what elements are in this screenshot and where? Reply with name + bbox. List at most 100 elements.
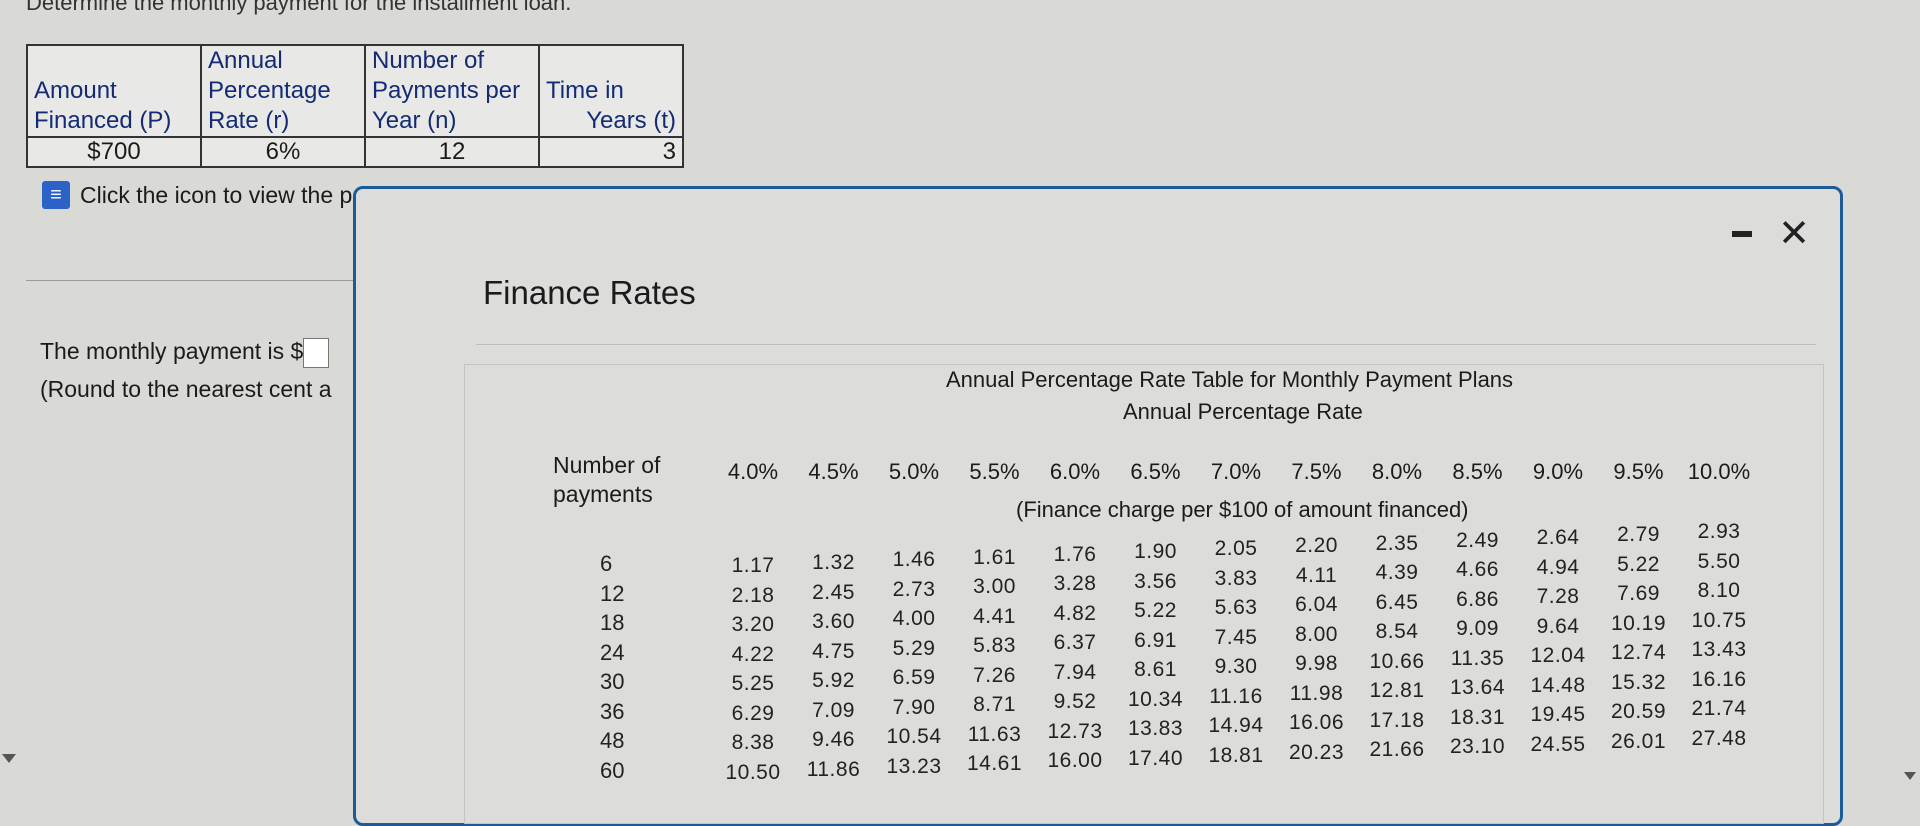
- payments-cell: 30: [600, 669, 625, 694]
- rate-column: 1.46 2.73 4.00 5.29 6.59 7.90 10.54 13.23: [879, 545, 949, 781]
- finance-charge-cell: 6.29: [731, 701, 775, 725]
- answer-input[interactable]: [303, 338, 330, 368]
- finance-charge-cell: 11.35: [1450, 646, 1505, 670]
- finance-charge-cell: 4.75: [812, 639, 855, 663]
- finance-charge-cell: 27.48: [1691, 726, 1747, 750]
- finance-charge-cell: 2.05: [1214, 537, 1258, 561]
- header-annual-rate: Annual Percentage Rate (r): [200, 44, 366, 138]
- rate-column: 2.49 4.66 6.86 9.09 11.35 13.64 18.31 23.10: [1443, 526, 1513, 762]
- table-icon[interactable]: ≡: [42, 181, 70, 209]
- popup-divider: [476, 344, 1816, 345]
- rate-header-row: 4.0% 4.5% 5.0% 5.5% 6.0% 6.5% 7.0% 7.5% 8.0% 8.5%…: [356, 459, 1856, 489]
- finance-rates-popup: ✕ Finance Rates Annual Percentage Rate T…: [353, 186, 1843, 826]
- finance-charge-cell: 6.59: [892, 666, 936, 690]
- finance-charge-cell: 2.20: [1295, 534, 1338, 558]
- finance-charge-cell: 21.66: [1369, 738, 1425, 762]
- finance-charge-cell: 16.00: [1047, 749, 1103, 773]
- finance-charge-cell: 8.10: [1697, 579, 1741, 603]
- finance-charge-cell: 5.22: [1134, 599, 1177, 622]
- finance-charge-cell: 26.01: [1610, 729, 1667, 753]
- finance-charge-cell: 20.59: [1610, 700, 1667, 724]
- finance-charge-cell: 21.74: [1691, 697, 1747, 721]
- scroll-right-arrow-icon[interactable]: [1904, 772, 1916, 780]
- rate-header-cell: 5.0%: [888, 459, 940, 484]
- rate-column: 1.32 2.45 3.60 4.75 5.92 7.09 9.46 11.86: [799, 548, 869, 784]
- finance-charge-cell: 3.28: [1053, 572, 1097, 596]
- payments-column: 6 12 18 24 30 36 48 60: [600, 549, 640, 785]
- finance-charge-cell: 4.22: [731, 642, 775, 666]
- payments-cell: 6: [600, 551, 613, 576]
- rate-column: 2.35 4.39 6.45 8.54 10.66 12.81 17.18 21.66: [1362, 529, 1432, 765]
- rate-column: 1.17 2.18 3.20 4.22 5.25 6.29 8.38 10.50: [718, 551, 788, 787]
- rate-column: 2.93 5.50 8.10 10.75 13.43 16.16 21.74 27.48: [1684, 517, 1754, 753]
- finance-charge-cell: 18.31: [1449, 705, 1506, 729]
- finance-charge-cell: 2.73: [892, 577, 936, 601]
- close-button[interactable]: ✕: [1778, 213, 1810, 255]
- finance-charge-cell: 2.18: [731, 583, 775, 607]
- finance-charge-cell: 17.18: [1369, 708, 1425, 732]
- round-note: (Round to the nearest cent a: [40, 376, 332, 402]
- finance-charge-cell: 4.11: [1295, 563, 1338, 587]
- finance-charge-cell: 11.63: [967, 722, 1022, 746]
- finance-charge-cell: 8.71: [973, 693, 1016, 717]
- answer-line: The monthly payment is $: [40, 338, 330, 368]
- finance-charge-cell: 6.04: [1295, 593, 1338, 617]
- finance-charge-cell: 13.23: [886, 754, 942, 778]
- finance-charge-cell: 9.09: [1456, 617, 1499, 641]
- finance-charge-cell: 12.74: [1610, 641, 1667, 665]
- finance-charge-cell: 5.63: [1214, 596, 1258, 620]
- finance-charge-cell: 1.17: [731, 554, 775, 577]
- finance-charge-cell: 20.23: [1288, 740, 1345, 764]
- finance-charge-cell: 4.82: [1053, 601, 1097, 625]
- rate-header-cell: 4.5%: [808, 459, 859, 484]
- header-amount-financed: Amount Financed (P): [26, 44, 202, 138]
- rate-header-cell: 9.0%: [1532, 459, 1584, 484]
- payments-cell: 24: [600, 639, 625, 665]
- rate-header-cell: 8.0%: [1371, 459, 1423, 484]
- finance-charge-cell: 7.94: [1053, 660, 1097, 684]
- question-title: Determine the monthly payment for the in…: [26, 0, 572, 15]
- rate-column: 2.79 5.22 7.69 10.19 12.74 15.32 20.59 26.01: [1604, 520, 1674, 756]
- popup-title: Finance Rates: [483, 274, 696, 311]
- finance-charge-cell: 7.90: [892, 695, 936, 719]
- finance-charge-cell: 1.32: [812, 551, 855, 575]
- value-amount-financed: $700: [26, 136, 202, 168]
- finance-charge-cell: 8.00: [1295, 622, 1338, 646]
- finance-charge-cell: 9.30: [1214, 655, 1258, 679]
- finance-charge-cell: 10.75: [1691, 608, 1747, 632]
- scroll-left-arrow-icon[interactable]: [2, 754, 16, 763]
- rate-header-cell: 6.0%: [1049, 459, 1101, 484]
- finance-charge-cell: 6.91: [1134, 628, 1177, 652]
- minimize-button[interactable]: [1732, 231, 1753, 237]
- finance-charge-cell: 10.19: [1610, 611, 1667, 635]
- finance-charge-cell: 17.40: [1127, 746, 1184, 770]
- finance-charge-cell: 13.83: [1127, 717, 1184, 740]
- payments-cell: 60: [600, 757, 625, 783]
- finance-charge-cell: 13.64: [1449, 676, 1506, 700]
- finance-charge-cell: 7.26: [973, 663, 1016, 687]
- rate-header-cell: 8.5%: [1452, 459, 1503, 484]
- finance-charge-cell: 9.64: [1536, 614, 1580, 638]
- value-annual-rate: 6%: [200, 136, 366, 168]
- finance-charge-cell: 3.20: [731, 613, 775, 636]
- finance-charge-cell: 8.61: [1134, 658, 1177, 681]
- finance-charge-cell: 16.06: [1288, 711, 1345, 735]
- finance-charge-cell: 7.45: [1214, 625, 1258, 649]
- finance-charge-cell: 5.50: [1697, 549, 1741, 573]
- finance-charge-cell: 14.61: [966, 752, 1023, 776]
- finance-charge-cell: 2.93: [1697, 520, 1741, 544]
- finance-charge-cell: 4.39: [1375, 561, 1419, 585]
- finance-charge-cell: 11.86: [806, 757, 861, 781]
- finance-charge-cell: 5.25: [731, 672, 775, 695]
- finance-charge-cell: 7.09: [812, 698, 855, 722]
- finance-charge-cell: 8.54: [1375, 620, 1419, 644]
- finance-charge-cell: 15.32: [1610, 670, 1667, 694]
- number-of-payments-header: Number of payments: [553, 452, 661, 507]
- finance-charge-cell: 5.83: [973, 634, 1016, 658]
- rate-header-cell: 7.5%: [1291, 459, 1342, 484]
- rate-column: 1.61 3.00 4.41 5.83 7.26 8.71 11.63 14.61: [960, 543, 1030, 779]
- finance-charge-cell: 12.73: [1047, 719, 1103, 743]
- payments-cell: 12: [600, 580, 625, 606]
- finance-charge-cell: 2.49: [1456, 528, 1499, 552]
- finance-charge-cell: 7.28: [1536, 585, 1580, 608]
